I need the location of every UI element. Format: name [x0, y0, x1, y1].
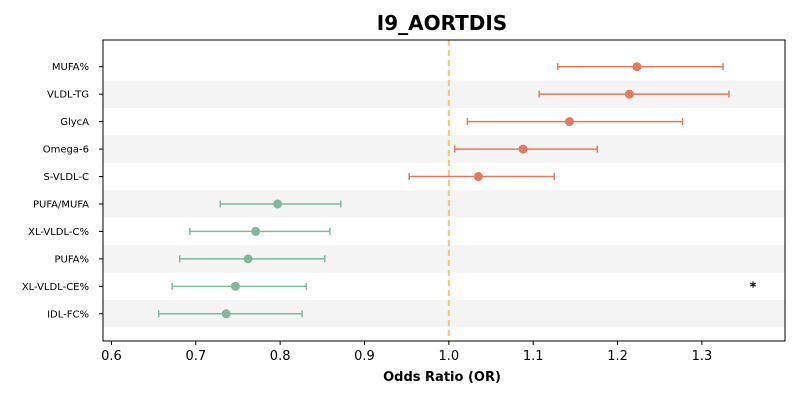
or-point [273, 199, 283, 209]
x-tick-label: 1.0 [439, 349, 460, 364]
or-point [230, 281, 240, 291]
x-tick-label: 1.2 [607, 349, 628, 364]
row-band [103, 190, 785, 218]
confidence-intervals [157, 63, 730, 318]
x-tick-label: 1.1 [523, 349, 544, 364]
chart-title: I9_AORTDIS [377, 11, 507, 35]
y-tick-label: XL-VLDL-C% [28, 227, 89, 238]
or-point [564, 117, 574, 127]
y-tick-label: S-VLDL-C [44, 172, 89, 183]
row-bands [103, 80, 785, 328]
x-tick-label: 0.7 [185, 349, 206, 364]
y-tick-label: IDL-FC% [47, 309, 89, 320]
y-tick-label: PUFA/MUFA [33, 199, 89, 210]
y-tick-label: VLDL-TG [47, 90, 89, 101]
or-point [624, 89, 634, 99]
x-axis-ticks: 0.6 0.7 0.8 0.9 1.0 1.1 1.2 1.3 [101, 341, 712, 364]
y-axis-labels: MUFA% VLDL-TG GlycA Omega-6 S-VLDL-C PUFA/MUF… [22, 62, 103, 320]
or-point [473, 172, 483, 182]
x-axis-label: Odds Ratio (OR) [383, 370, 501, 385]
or-point [221, 309, 231, 319]
odds-ratio-points [221, 62, 642, 319]
or-point [251, 226, 261, 236]
y-tick-label: GlycA [60, 117, 89, 128]
or-point [518, 144, 528, 154]
significance-annotation: * [750, 280, 757, 295]
y-tick-label: Omega-6 [43, 145, 89, 156]
y-tick-label: XL-VLDL-CE% [22, 282, 89, 293]
y-tick-label: PUFA% [54, 254, 89, 265]
x-tick-label: 0.8 [270, 349, 291, 364]
x-tick-label: 0.6 [101, 349, 122, 364]
or-point [243, 254, 253, 264]
x-tick-label: 1.3 [692, 349, 713, 364]
or-point [632, 62, 642, 72]
plot-frame [102, 39, 786, 342]
x-tick-label: 0.9 [354, 349, 375, 364]
annotations: * [750, 280, 757, 295]
y-tick-label: MUFA% [52, 62, 89, 73]
row-band [103, 135, 785, 163]
